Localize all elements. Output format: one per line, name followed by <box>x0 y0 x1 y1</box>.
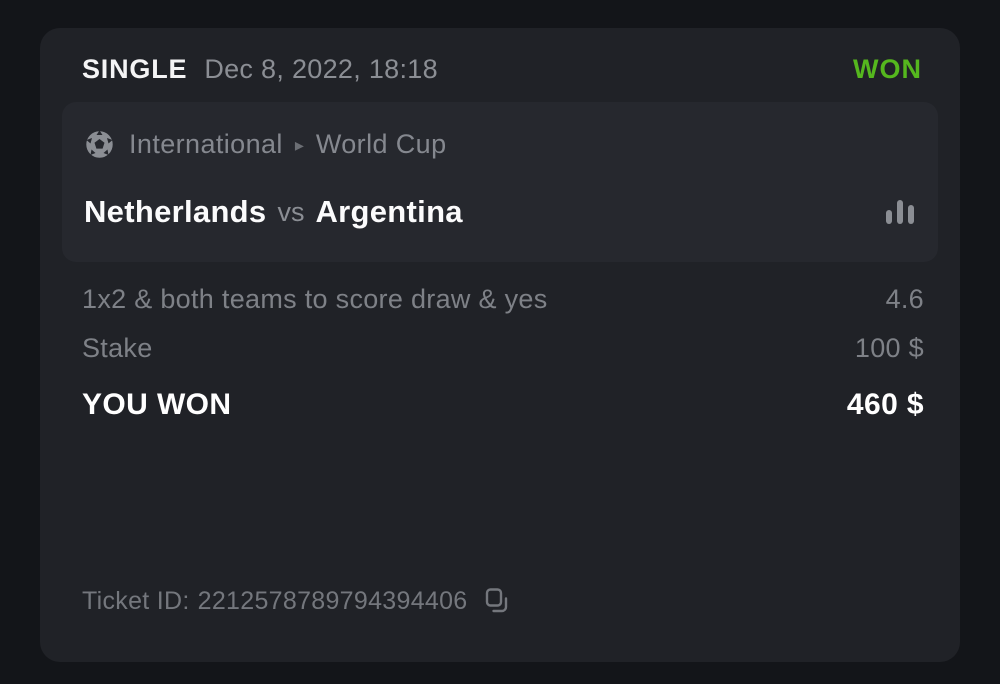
bet-ticket-card: SINGLE Dec 8, 2022, 18:18 WON <box>40 28 960 662</box>
stake-value: 100 $ <box>854 333 924 363</box>
stats-bar-right <box>908 205 914 224</box>
stats-bar-middle <box>897 200 903 224</box>
soccer-ball-icon <box>84 129 115 160</box>
status-badge: WON <box>853 53 922 84</box>
stake-row: Stake 100 $ <box>82 333 924 364</box>
ticket-id-label: Ticket ID: <box>82 586 190 615</box>
market-label: 1x2 & both teams to score draw & yes <box>82 284 548 314</box>
ticket-id-value: 2212578789794394406 <box>197 586 468 615</box>
bet-datetime: Dec 8, 2022, 18:18 <box>204 53 438 84</box>
league-category: International <box>129 128 283 159</box>
bet-type-label: SINGLE <box>82 53 188 84</box>
market-row: 1x2 & both teams to score draw & yes 4.6 <box>82 284 924 315</box>
bar-chart-stats-icon[interactable] <box>886 200 914 224</box>
ticket-header: SINGLE Dec 8, 2022, 18:18 WON <box>40 28 960 86</box>
stats-bar-left <box>886 210 892 224</box>
breadcrumb-arrow-icon: ▸ <box>294 134 304 155</box>
ticket-footer: Ticket ID: 2212578789794394406 <box>40 586 960 662</box>
result-value: 460 $ <box>846 388 924 421</box>
stake-label: Stake <box>82 333 153 363</box>
match-card[interactable]: International ▸ World Cup Netherlands vs… <box>62 102 938 262</box>
away-team-name: Argentina <box>315 194 463 229</box>
result-label: YOU WON <box>82 388 232 421</box>
bet-details: 1x2 & both teams to score draw & yes 4.6… <box>40 262 960 440</box>
home-team-name: Netherlands <box>84 194 267 229</box>
league-breadcrumb: International ▸ World Cup <box>84 126 914 162</box>
copy-icon[interactable] <box>482 586 512 616</box>
vs-label: vs <box>277 196 305 227</box>
odds-value: 4.6 <box>885 284 924 314</box>
league-tournament: World Cup <box>315 128 447 159</box>
teams-row: Netherlands vs Argentina <box>84 194 914 230</box>
result-row: YOU WON 460 $ <box>82 388 924 422</box>
